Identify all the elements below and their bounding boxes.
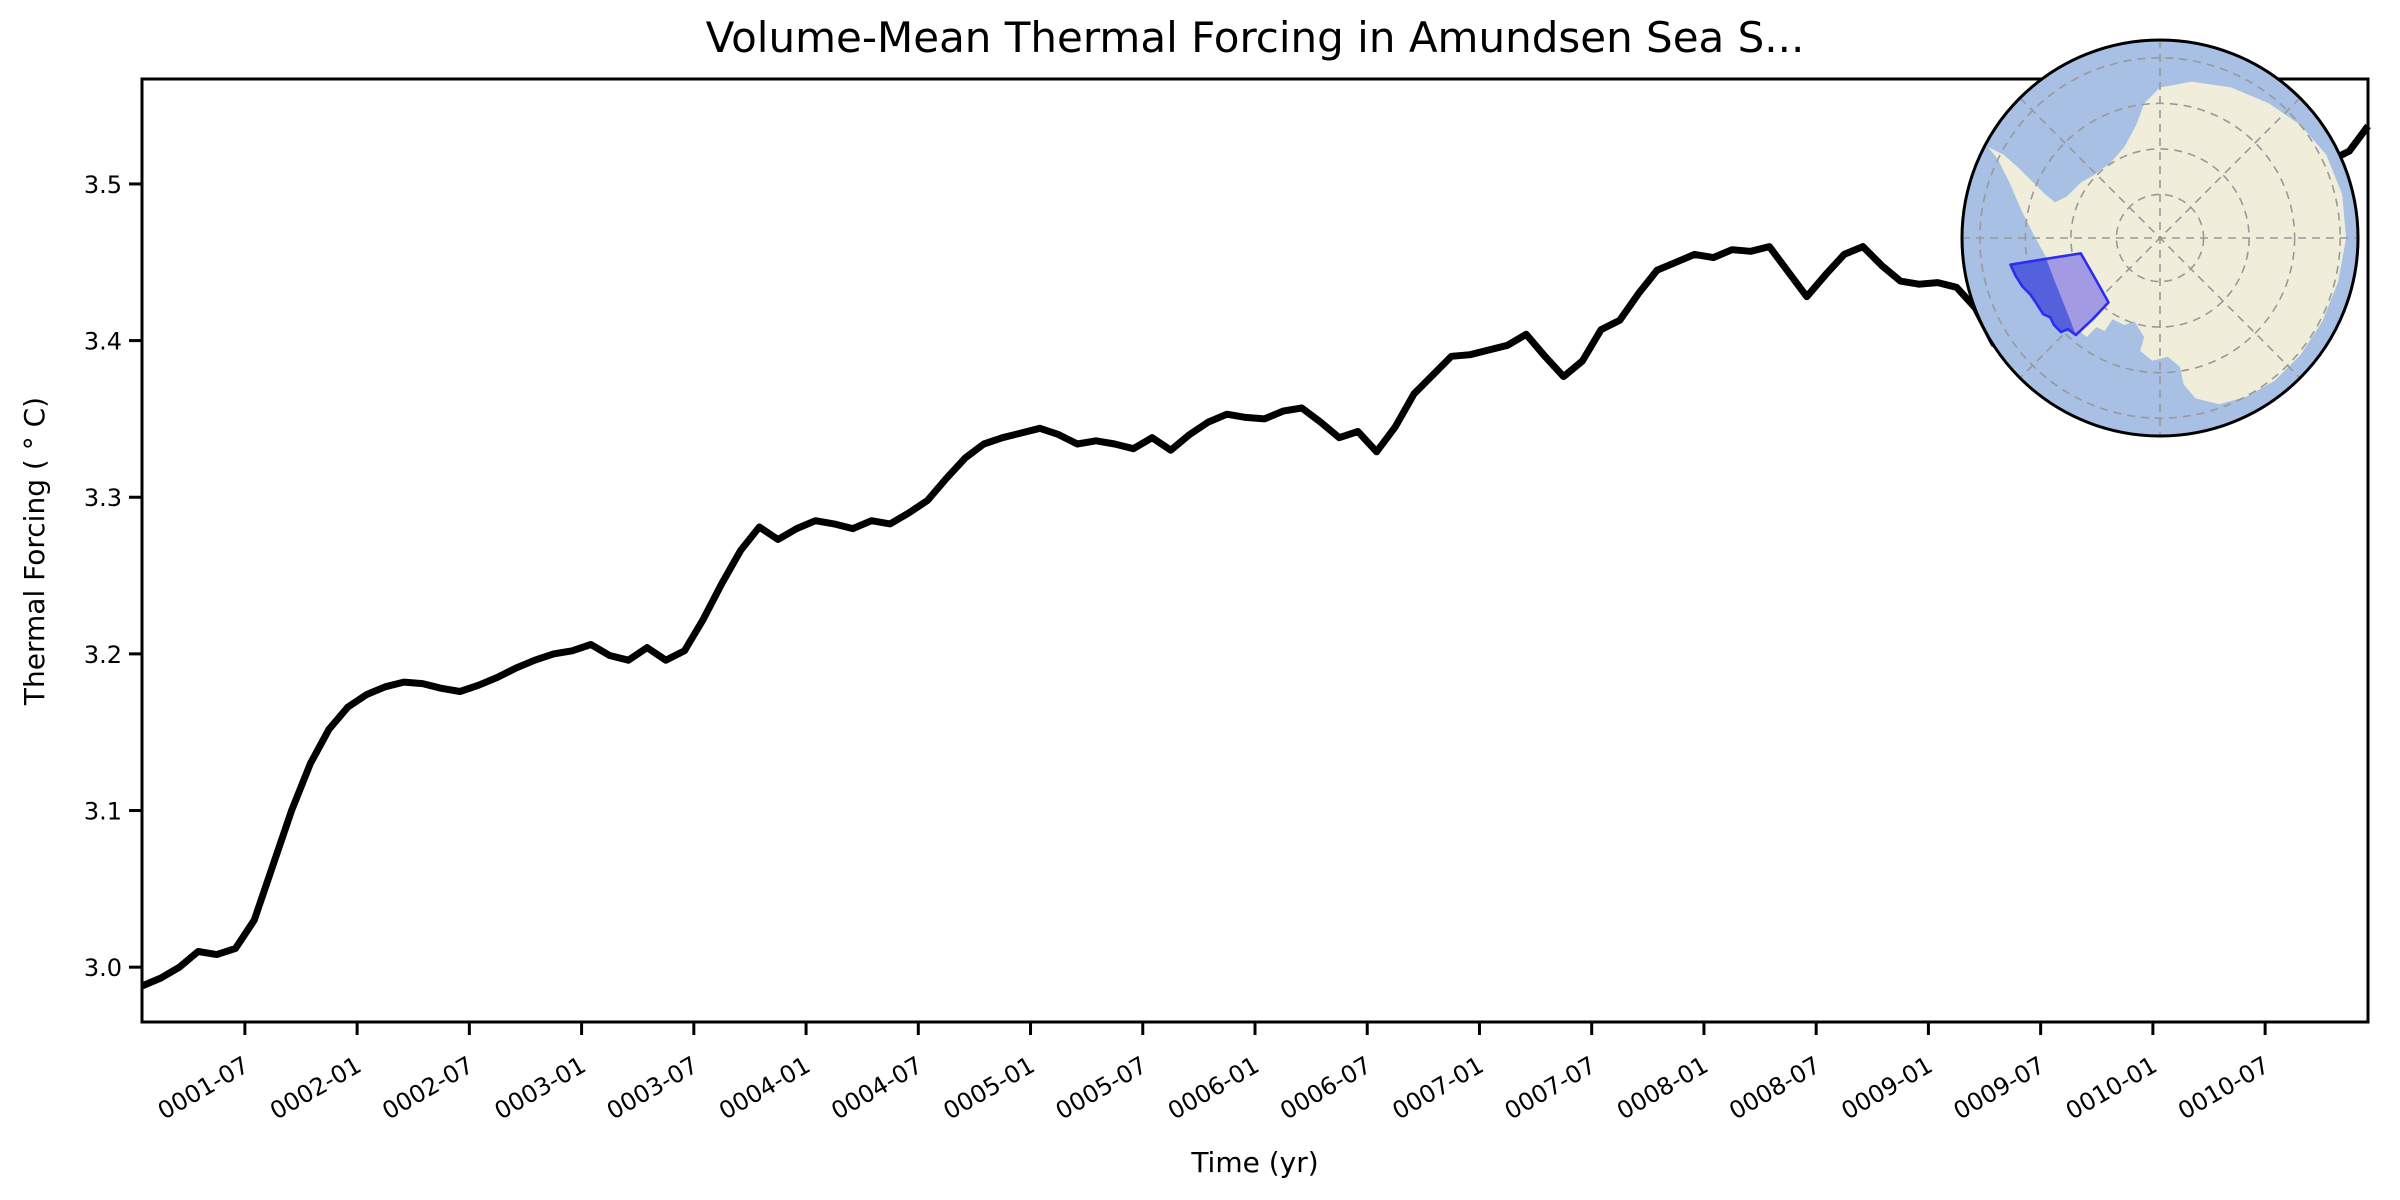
x-tick-label: 0004-01 [714, 1051, 815, 1125]
x-tick-label: 0002-01 [265, 1051, 366, 1125]
map-contents [1962, 40, 2358, 436]
x-tick-label: 0008-07 [1724, 1051, 1825, 1125]
x-tick-label: 0009-01 [1837, 1051, 1938, 1125]
y-tick-label: 3.3 [84, 484, 122, 512]
graticule-meridian [2019, 97, 2301, 379]
amundsen-sector-ocean-part [2010, 258, 2076, 335]
x-tick-label: 0009-07 [1949, 1051, 2050, 1125]
x-tick-label: 0010-07 [2173, 1051, 2274, 1125]
x-tick-label: 0006-07 [1275, 1051, 1376, 1125]
x-axis-label: Time (yr) [1190, 1146, 1318, 1179]
x-tick-label: 0004-07 [826, 1051, 927, 1125]
x-tick-label: 0001-07 [153, 1051, 254, 1125]
amundsen-sector-border [2009, 252, 2110, 337]
y-axis-label: Thermal Forcing ( ° C) [18, 397, 51, 706]
x-tick-label: 0003-01 [490, 1051, 591, 1125]
x-tick-label: 0002-07 [378, 1051, 479, 1125]
x-tick-label: 0010-01 [2061, 1051, 2162, 1125]
x-tick-label: 0008-01 [1612, 1051, 1713, 1125]
x-tick-label: 0007-01 [1388, 1051, 1489, 1125]
axes-frame [140, 77, 2370, 1024]
map-outline [1960, 38, 2360, 438]
y-tick-label: 3.2 [84, 641, 122, 669]
y-tick-label: 3.5 [84, 171, 122, 199]
y-tick-label: 3.4 [84, 328, 122, 356]
x-tick-label: 0005-07 [1051, 1051, 1152, 1125]
x-tick-label: 0005-01 [939, 1051, 1040, 1125]
x-tick-label: 0006-01 [1163, 1051, 1264, 1125]
inset-map [1960, 38, 2360, 438]
island [2007, 164, 2016, 173]
island [2020, 199, 2031, 210]
y-tick-label: 3.1 [84, 798, 122, 826]
x-tick-label: 0007-07 [1500, 1051, 1601, 1125]
y-tick-label: 3.0 [84, 954, 122, 982]
x-tick-label: 0003-07 [602, 1051, 703, 1125]
chart-title: Volume-Mean Thermal Forcing in Amundsen … [706, 13, 1805, 62]
